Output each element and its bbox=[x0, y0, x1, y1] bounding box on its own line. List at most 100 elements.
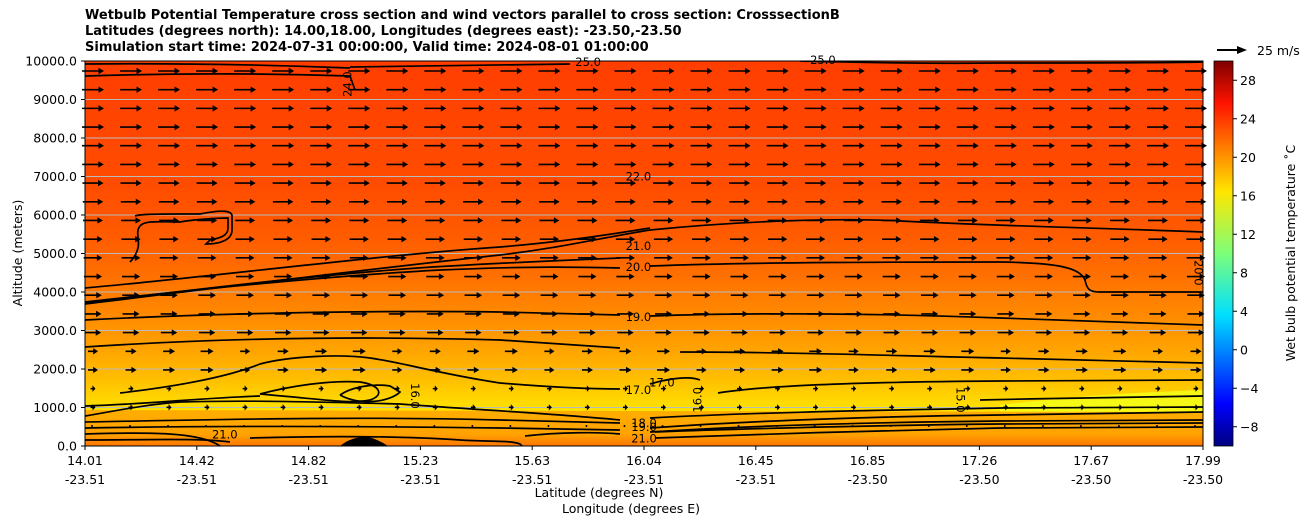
wind-vector bbox=[501, 198, 522, 205]
wind-vector bbox=[425, 235, 445, 243]
wind-vector bbox=[1185, 86, 1207, 93]
wind-vector bbox=[120, 161, 142, 168]
wind-vector bbox=[236, 273, 255, 280]
wind-vector bbox=[995, 198, 1017, 205]
wind-vector bbox=[196, 67, 219, 75]
colorbar-tick-label: 4 bbox=[1240, 304, 1248, 319]
wind-vector bbox=[1185, 142, 1207, 149]
wind-vector bbox=[1070, 86, 1093, 93]
wind-vector bbox=[311, 235, 331, 243]
wind-vector bbox=[163, 348, 176, 355]
contour-labels: 25.0 25.0 24.0 22.0 21.0 20.0 20.0 19.0 17.017.0… bbox=[212, 53, 1206, 445]
y-tick-label: 2000.0 bbox=[33, 362, 77, 377]
wind-vector bbox=[500, 86, 523, 93]
wind-vector bbox=[1147, 161, 1169, 168]
wind-vector bbox=[958, 254, 978, 262]
wind-vector bbox=[728, 161, 751, 168]
wind-vector bbox=[1070, 67, 1093, 75]
wind-vector bbox=[956, 86, 979, 93]
wind-vector bbox=[84, 292, 102, 299]
wind-vector bbox=[167, 425, 170, 427]
wind-vector bbox=[502, 292, 521, 299]
wind-vector bbox=[918, 86, 941, 93]
wind-vector bbox=[348, 67, 371, 75]
wind-vector bbox=[919, 217, 940, 224]
wind-vector bbox=[889, 404, 895, 411]
wind-vector bbox=[386, 161, 409, 168]
wind-vector bbox=[851, 425, 854, 427]
wind-vector bbox=[804, 105, 827, 112]
wind-vector bbox=[1148, 235, 1168, 243]
wind-vector bbox=[352, 348, 366, 355]
wind-vector bbox=[652, 105, 675, 112]
wind-vector bbox=[1111, 292, 1129, 299]
wind-vector bbox=[1108, 142, 1131, 149]
contour-label: 25.0 bbox=[810, 53, 836, 67]
wind-vector bbox=[959, 310, 977, 318]
wind-vector bbox=[243, 425, 246, 427]
wind-vector bbox=[158, 123, 181, 131]
colorbar-tick-label: 28 bbox=[1240, 73, 1256, 88]
wind-vector bbox=[1117, 404, 1123, 411]
wind-vector bbox=[462, 67, 485, 75]
wind-vector bbox=[851, 385, 857, 392]
wind-vector bbox=[886, 348, 898, 355]
wind-vector bbox=[277, 366, 289, 374]
wind-vector bbox=[737, 425, 740, 427]
wind-vector bbox=[807, 329, 824, 336]
wind-vector bbox=[471, 425, 474, 427]
wind-vector bbox=[661, 404, 667, 411]
wind-vector bbox=[845, 329, 862, 336]
wind-vector bbox=[1071, 217, 1092, 224]
wind-vector bbox=[463, 217, 484, 224]
wind-vector bbox=[1113, 366, 1127, 374]
x-tick-lat: 16.85 bbox=[850, 453, 886, 468]
wind-vector bbox=[128, 385, 134, 392]
wind-vector bbox=[775, 404, 781, 411]
wind-vector bbox=[994, 123, 1017, 131]
wind-vector bbox=[1190, 348, 1202, 355]
x-tick-lat: 17.67 bbox=[1073, 453, 1109, 468]
wind-vector bbox=[129, 425, 132, 427]
wind-vector bbox=[995, 179, 1017, 187]
x-tick-lat: 14.42 bbox=[179, 453, 215, 468]
x-tick-lat: 17.99 bbox=[1185, 453, 1221, 468]
wind-vector bbox=[1079, 385, 1085, 392]
wind-vector bbox=[1111, 329, 1129, 336]
wind-vector bbox=[880, 86, 903, 93]
wind-vector bbox=[348, 179, 370, 187]
wind-vector bbox=[386, 67, 409, 75]
x-tick-lat: 14.82 bbox=[291, 453, 327, 468]
wind-vector bbox=[462, 105, 485, 112]
wind-vector bbox=[120, 198, 142, 205]
wind-vector bbox=[432, 404, 438, 411]
contour-label: 24.0 bbox=[341, 71, 355, 97]
x-tick-lon: -23.50 bbox=[847, 472, 887, 487]
wind-vector bbox=[844, 292, 863, 299]
wind-vector bbox=[767, 217, 788, 224]
wind-vector bbox=[464, 310, 482, 318]
wind-vector bbox=[502, 254, 521, 262]
wind-vector bbox=[84, 310, 102, 318]
wind-vector bbox=[775, 425, 778, 427]
wind-vector bbox=[462, 179, 484, 187]
wind-vector bbox=[1033, 179, 1055, 187]
wind-vector bbox=[462, 123, 485, 131]
wind-vector bbox=[805, 235, 826, 243]
wind-vector bbox=[319, 425, 322, 427]
contour-label: 25.0 bbox=[575, 55, 601, 69]
wind-vector bbox=[500, 179, 522, 187]
wind-vector bbox=[581, 348, 593, 355]
wind-vector bbox=[699, 385, 705, 392]
colorbar-tick-label: 16 bbox=[1240, 188, 1256, 203]
wind-vector bbox=[196, 86, 219, 93]
wind-vector bbox=[813, 425, 816, 427]
wind-vector bbox=[1113, 348, 1127, 355]
wind-vector bbox=[242, 385, 248, 392]
wind-vector bbox=[1185, 123, 1207, 131]
wind-vector bbox=[729, 217, 750, 224]
wind-vector bbox=[1185, 179, 1207, 187]
wind-vector bbox=[918, 161, 941, 168]
wind-vector bbox=[465, 329, 482, 336]
wind-vector bbox=[1117, 425, 1120, 427]
